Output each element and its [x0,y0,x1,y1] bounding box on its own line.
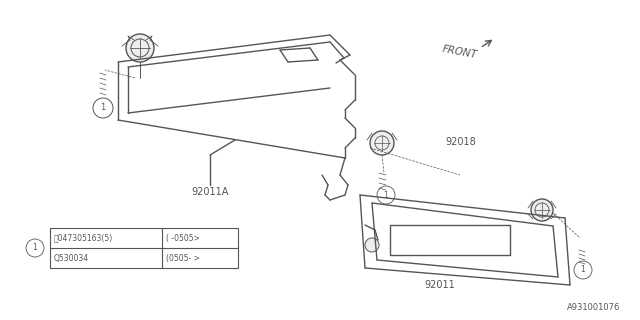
Text: Ⓢ047305163(5): Ⓢ047305163(5) [54,234,113,243]
Circle shape [93,98,113,118]
Circle shape [370,131,394,155]
Text: (0505- >: (0505- > [166,253,200,262]
Text: 92011: 92011 [424,280,456,290]
Circle shape [531,199,553,221]
Text: ( -0505>: ( -0505> [166,234,200,243]
Circle shape [375,136,389,150]
Text: 92018: 92018 [445,137,476,147]
Circle shape [131,39,149,57]
Text: 1: 1 [580,266,586,275]
Circle shape [535,203,549,217]
Circle shape [377,186,395,204]
Text: Q530034: Q530034 [54,253,89,262]
Text: 92011A: 92011A [191,187,228,197]
Circle shape [365,238,379,252]
Text: 1: 1 [33,244,37,252]
Text: 1: 1 [383,190,388,199]
Bar [50,228,238,268]
Circle shape [126,34,154,62]
Text: 1: 1 [100,103,106,113]
Text: A931001076: A931001076 [566,303,620,313]
Circle shape [574,261,592,279]
Text: FRONT: FRONT [442,44,478,60]
Circle shape [26,239,44,257]
